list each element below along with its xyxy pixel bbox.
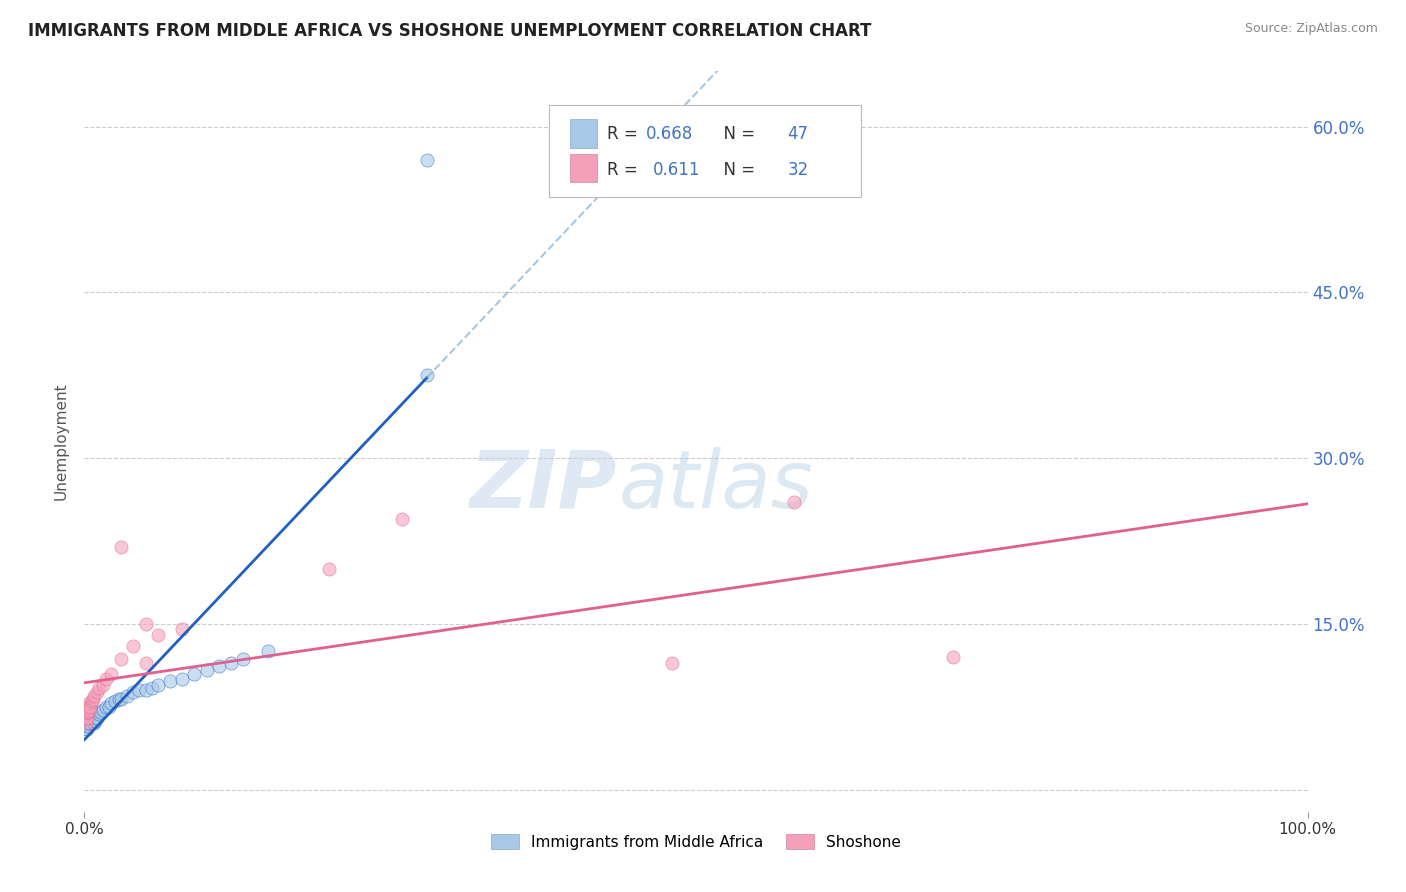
Point [318, 561, 340, 575]
Point [77, 716, 100, 731]
Point [100, 697, 122, 711]
Point [391, 512, 413, 526]
Point [107, 692, 129, 706]
FancyBboxPatch shape [569, 120, 598, 147]
Point [91, 678, 114, 692]
Point [141, 681, 163, 695]
Point [219, 656, 242, 670]
Point [110, 540, 132, 554]
Point [115, 689, 138, 703]
Point [83, 716, 105, 731]
Point [172, 672, 194, 686]
Point [146, 678, 169, 692]
Point [661, 656, 683, 670]
Point [75, 714, 97, 728]
Text: R =: R = [606, 161, 648, 178]
Point [75, 703, 97, 717]
Point [86, 685, 108, 699]
Point [89, 706, 111, 720]
Point [232, 652, 254, 666]
Point [96, 672, 118, 686]
Point [76, 716, 98, 731]
Point [79, 706, 101, 720]
Point [77, 699, 100, 714]
Point [104, 694, 127, 708]
Point [110, 652, 132, 666]
Point [146, 628, 169, 642]
Point [77, 697, 100, 711]
Point [77, 718, 100, 732]
Point [75, 716, 97, 731]
Point [416, 368, 439, 383]
Point [783, 495, 806, 509]
Point [87, 681, 110, 695]
FancyBboxPatch shape [569, 154, 598, 183]
Point [128, 683, 150, 698]
Point [77, 708, 100, 723]
Point [942, 650, 965, 665]
Point [135, 656, 157, 670]
Text: Source: ZipAtlas.com: Source: ZipAtlas.com [1244, 22, 1378, 36]
Point [75, 711, 97, 725]
Point [79, 699, 101, 714]
FancyBboxPatch shape [550, 104, 860, 197]
Point [76, 711, 98, 725]
Point [257, 644, 280, 658]
Y-axis label: Unemployment: Unemployment [53, 383, 69, 500]
Text: 0.611: 0.611 [654, 161, 700, 178]
Point [80, 694, 103, 708]
Point [172, 623, 194, 637]
Point [75, 711, 97, 725]
Point [76, 711, 98, 725]
Point [97, 699, 120, 714]
Point [100, 666, 122, 681]
Point [86, 711, 108, 725]
Text: 0.668: 0.668 [645, 125, 693, 143]
Text: N =: N = [713, 161, 761, 178]
Point [82, 692, 104, 706]
Point [110, 692, 132, 706]
Point [77, 703, 100, 717]
Point [122, 639, 145, 653]
Point [76, 707, 98, 722]
Point [75, 716, 97, 731]
Point [84, 714, 107, 728]
Point [91, 703, 114, 717]
Point [77, 714, 100, 728]
Text: 32: 32 [787, 161, 808, 178]
Point [80, 711, 103, 725]
Point [416, 153, 439, 167]
Point [76, 699, 98, 714]
Text: IMMIGRANTS FROM MIDDLE AFRICA VS SHOSHONE UNEMPLOYMENT CORRELATION CHART: IMMIGRANTS FROM MIDDLE AFRICA VS SHOSHON… [28, 22, 872, 40]
Point [122, 685, 145, 699]
Text: N =: N = [713, 125, 761, 143]
Text: ZIP: ZIP [470, 447, 616, 525]
Point [159, 674, 181, 689]
Point [75, 722, 97, 736]
Legend: Immigrants from Middle Africa, Shoshone: Immigrants from Middle Africa, Shoshone [485, 828, 907, 856]
Point [135, 616, 157, 631]
Point [208, 658, 231, 673]
Point [77, 706, 100, 720]
Point [79, 716, 101, 731]
Point [183, 666, 205, 681]
Point [77, 711, 100, 725]
Point [96, 699, 118, 714]
Point [135, 683, 157, 698]
Point [75, 707, 97, 722]
Point [87, 707, 110, 722]
Point [76, 722, 98, 736]
Point [76, 706, 98, 720]
Text: R =: R = [606, 125, 643, 143]
Point [195, 663, 218, 677]
Text: 47: 47 [787, 125, 808, 143]
Point [83, 711, 105, 725]
Point [83, 689, 105, 703]
Text: atlas: atlas [619, 447, 814, 525]
Point [82, 707, 104, 722]
Point [75, 718, 97, 732]
